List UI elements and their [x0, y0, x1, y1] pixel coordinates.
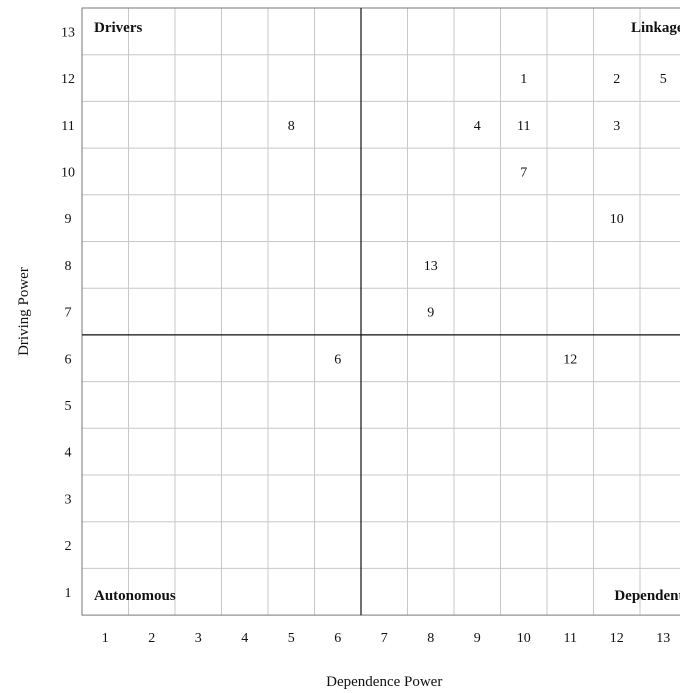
x-tick-label: 6 [334, 631, 341, 646]
y-tick-label: 10 [61, 165, 75, 180]
data-point-label: 4 [474, 119, 481, 134]
quadrant-dividers [82, 8, 680, 616]
data-point-label: 8 [288, 119, 295, 134]
y-tick-label: 7 [65, 306, 72, 321]
data-point-label: 10 [610, 212, 624, 227]
data-point-label: 9 [427, 306, 434, 321]
y-tick-label: 11 [61, 119, 74, 134]
y-tick-label: 8 [65, 259, 72, 274]
y-tick-label: 1 [65, 586, 72, 601]
x-tick-label: 3 [195, 631, 202, 646]
y-tick-label: 6 [65, 352, 72, 367]
x-tick-label: 9 [474, 631, 481, 646]
y-tick-label: 3 [65, 492, 72, 507]
x-tick-label: 8 [427, 631, 434, 646]
y-axis-label: Driving Power [16, 267, 32, 356]
data-point-label: 1 [520, 72, 527, 87]
quadrant-labels: Drivers Linkage Autonomous Dependent [94, 20, 680, 604]
y-tick-label: 5 [65, 399, 72, 414]
data-point-label: 6 [334, 352, 341, 367]
plot-frame [81, 7, 680, 616]
quadrant-label-top-right: Linkage [631, 20, 680, 36]
y-tick-label: 9 [65, 212, 72, 227]
y-tick-label: 2 [65, 539, 72, 554]
x-tick-label: 10 [517, 631, 531, 646]
x-tick-label: 11 [564, 631, 577, 646]
x-tick-labels: 1 2 3 4 5 6 7 8 9 10 11 12 13 [102, 631, 671, 646]
x-tick-label: 1 [102, 631, 109, 646]
data-point-label: 12 [563, 352, 577, 367]
x-axis-label: Dependence Power [326, 674, 442, 690]
data-point-label: 2 [613, 72, 620, 87]
x-tick-label: 4 [241, 631, 248, 646]
x-tick-label: 7 [381, 631, 388, 646]
grid-lines [81, 7, 680, 616]
x-tick-label: 2 [148, 631, 155, 646]
y-tick-label: 4 [65, 446, 72, 461]
quadrant-label-bottom-right: Dependent [614, 588, 680, 604]
y-tick-label: 12 [61, 72, 75, 87]
data-point-label: 5 [660, 72, 667, 87]
y-tick-label: 13 [61, 25, 75, 40]
data-point-label: 7 [520, 165, 527, 180]
quadrant-label-top-left: Drivers [94, 20, 142, 36]
x-tick-label: 13 [656, 631, 670, 646]
data-point-label: 13 [424, 259, 438, 274]
quadrant-label-bottom-left: Autonomous [94, 588, 176, 604]
x-tick-label: 5 [288, 631, 295, 646]
data-point-label: 11 [517, 119, 530, 134]
x-tick-label: 12 [610, 631, 624, 646]
data-point-label: 3 [613, 119, 620, 134]
